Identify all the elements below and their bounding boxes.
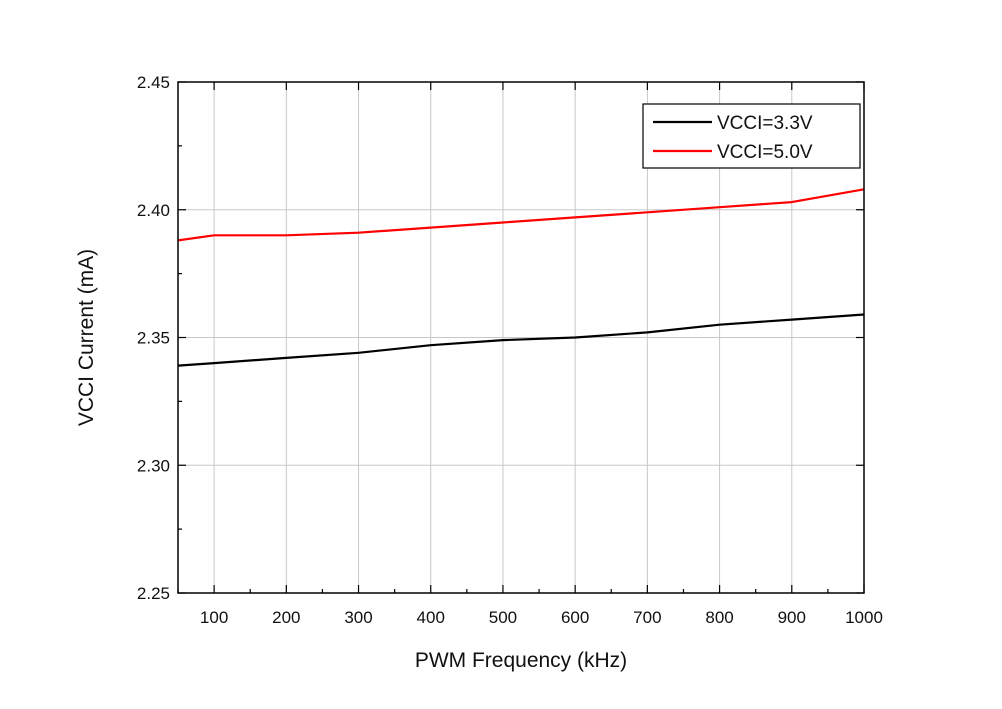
x-tick-labels: 100 200 300 400 500 600 700 800 900 1000 [200, 608, 883, 627]
legend-label-vcci-5-0v: VCCI=5.0V [717, 142, 813, 163]
y-tick-label: 2.40 [137, 201, 170, 220]
y-tick-label: 2.25 [137, 584, 170, 603]
x-tick-label: 400 [417, 608, 445, 627]
y-axis-title: VCCI Current (mA) [75, 249, 98, 426]
y-tick-label: 2.45 [137, 73, 170, 92]
axis-ticks [177, 81, 865, 594]
y-tick-labels: 2.25 2.30 2.35 2.40 2.45 [137, 73, 170, 603]
x-tick-label: 600 [561, 608, 589, 627]
y-tick-label: 2.35 [137, 329, 170, 348]
legend-label-vcci-3-3v: VCCI=3.3V [717, 113, 813, 134]
x-axis-title: PWM Frequency (kHz) [415, 649, 627, 672]
x-tick-label: 100 [200, 608, 228, 627]
series-line-1 [177, 188, 865, 242]
x-tick-label: 900 [778, 608, 806, 627]
x-tick-label: 200 [272, 608, 300, 627]
legend: VCCI=3.3V VCCI=5.0V [642, 103, 861, 169]
legend-box [642, 103, 861, 169]
x-tick-label: 500 [489, 608, 517, 627]
x-tick-label: 700 [633, 608, 661, 627]
x-tick-label: 800 [705, 608, 733, 627]
series-lines [177, 188, 865, 367]
x-tick-label: 300 [344, 608, 372, 627]
series-line-0 [177, 313, 865, 367]
y-tick-label: 2.30 [137, 456, 170, 475]
x-tick-label: 1000 [845, 608, 883, 627]
